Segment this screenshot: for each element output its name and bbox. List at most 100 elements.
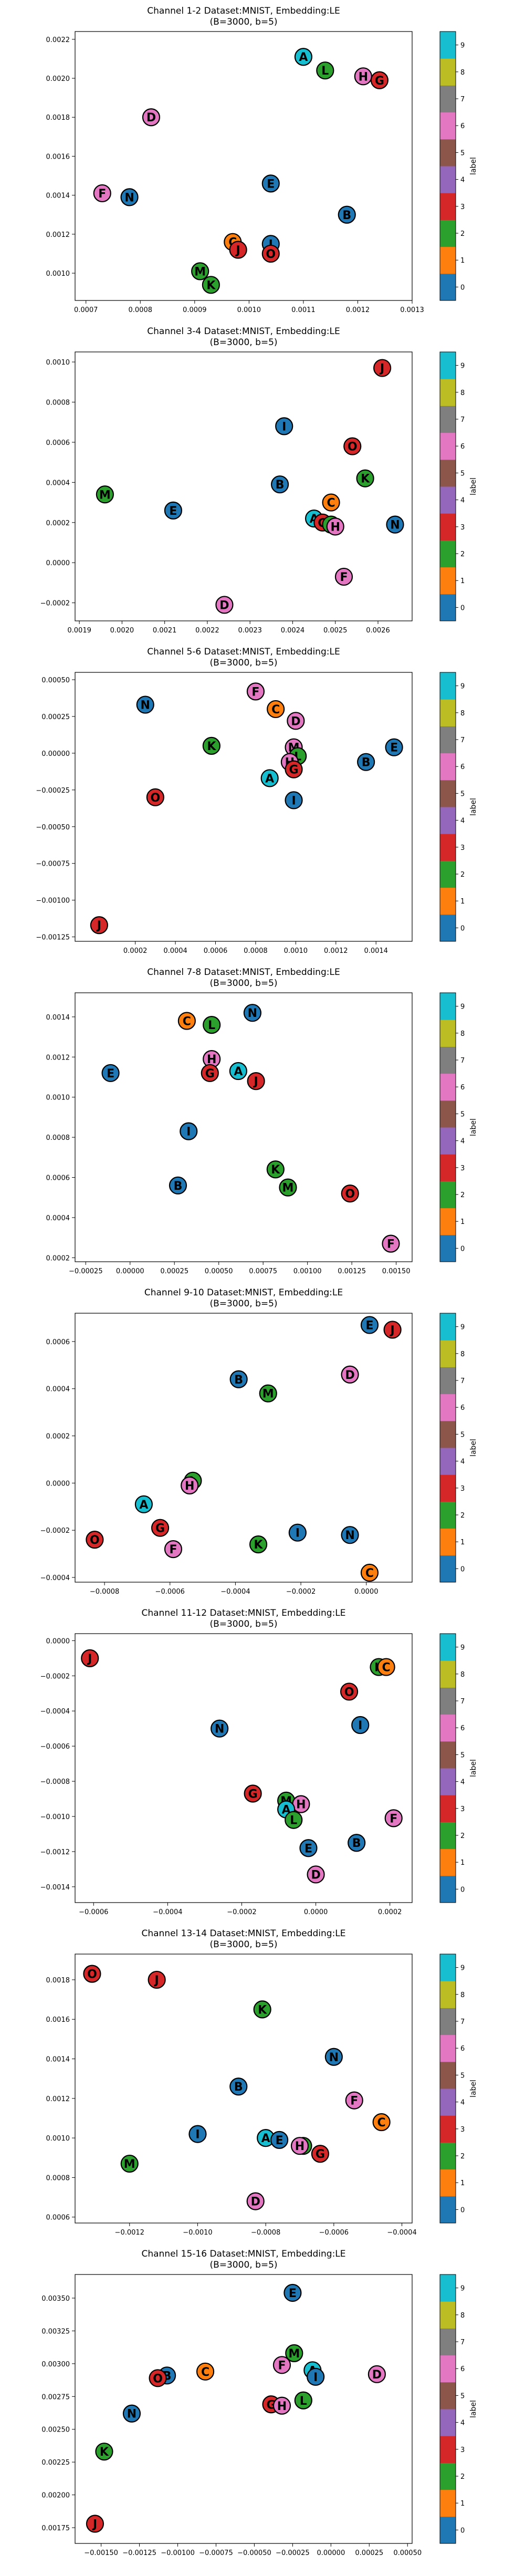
chart-subtitle: (B=3000, b=5) xyxy=(209,1299,277,1309)
data-point-label: J xyxy=(390,1324,395,1337)
data-point-marker xyxy=(95,2443,113,2461)
y-tick-label: −0.0002 xyxy=(40,1673,70,1680)
chart-title: Channel 11-12 Dataset:MNIST, Embedding:L… xyxy=(141,1608,345,1618)
x-tick-label: 0.00000 xyxy=(116,1268,144,1275)
data-point-A: A xyxy=(294,48,313,66)
data-point-B: B xyxy=(229,1370,248,1388)
data-point-marker xyxy=(146,788,164,806)
colorbar-segment-9 xyxy=(440,993,456,1020)
data-point-label: H xyxy=(296,1799,306,1812)
colorbar-tick-label: 2 xyxy=(460,2153,465,2160)
data-point-label: N xyxy=(390,519,400,532)
data-point-marker xyxy=(290,2137,309,2155)
data-point-K: K xyxy=(202,736,220,755)
y-tick-label: 0.0004 xyxy=(46,1214,70,1222)
colorbar-segment-6 xyxy=(440,1714,456,1742)
colorbar-segment-0 xyxy=(440,2516,456,2544)
colorbar-segment-7 xyxy=(440,406,456,433)
data-point-label: K xyxy=(258,2003,267,2017)
x-tick-label: −0.0006 xyxy=(319,2229,349,2237)
axes-frame xyxy=(75,992,413,1262)
data-point-marker xyxy=(299,1839,318,1857)
colorbar-tick-label: 6 xyxy=(460,1404,465,1412)
colorbar-tick-label: 5 xyxy=(460,2392,465,2400)
data-point-marker xyxy=(90,916,108,934)
colorbar-frame xyxy=(439,31,456,301)
x-tick-label: 0.0004 xyxy=(163,947,187,955)
data-point-marker xyxy=(96,485,114,504)
x-tick-label: 0.0009 xyxy=(183,306,207,314)
colorbar-tick-label: 2 xyxy=(460,230,465,238)
y-tick-label: 0.0012 xyxy=(46,2095,70,2103)
colorbar-tick-label: 2 xyxy=(460,871,465,879)
data-point-C: C xyxy=(322,493,340,512)
x-tick-label: −0.0006 xyxy=(79,1908,108,1916)
chart-subtitle: (B=3000, b=5) xyxy=(209,337,277,348)
data-point-marker xyxy=(324,2048,343,2066)
data-point-O: O xyxy=(149,2369,167,2387)
colorbar-tick-label: 4 xyxy=(460,2419,465,2427)
x-tick-label: 0.00075 xyxy=(249,1268,277,1275)
y-tick-label: −0.0008 xyxy=(40,1778,70,1786)
data-point-marker xyxy=(288,1523,307,1542)
data-point-N: N xyxy=(341,1526,359,1544)
data-point-marker xyxy=(368,2365,386,2383)
colorbar-segment-3 xyxy=(440,2115,456,2143)
colorbar-segment-8 xyxy=(440,1020,456,1047)
y-tick-label: 0.00200 xyxy=(41,2492,70,2500)
data-point-label: C xyxy=(382,1661,391,1675)
data-point-marker xyxy=(341,1526,359,1544)
data-point-N: N xyxy=(211,1719,229,1738)
y-tick-label: 0.00275 xyxy=(41,2393,70,2401)
colorbar-tick-label: 2 xyxy=(460,550,465,558)
data-point-label: K xyxy=(271,1164,280,1177)
data-point-B: B xyxy=(357,753,375,771)
data-point-label: G xyxy=(375,75,384,88)
colorbar-tick-label: 2 xyxy=(460,2473,465,2481)
data-point-label: B xyxy=(276,479,285,492)
data-point-E: E xyxy=(164,501,183,520)
data-point-K: K xyxy=(249,1535,268,1554)
y-tick-label: −0.0002 xyxy=(40,600,70,608)
colorbar-tick-label: 9 xyxy=(460,1003,465,1011)
data-point-marker xyxy=(384,1809,403,1827)
data-point-marker xyxy=(120,2154,139,2173)
colorbar-tick-label: 0 xyxy=(460,284,465,292)
data-point-marker xyxy=(383,1321,402,1339)
data-point-label: B xyxy=(352,1837,361,1850)
data-point-label: N xyxy=(345,1529,354,1542)
data-point-marker xyxy=(134,1495,153,1513)
y-tick-label: 0.0016 xyxy=(46,2016,70,2024)
y-tick-label: 0.0020 xyxy=(46,75,70,83)
axes-frame xyxy=(75,351,413,621)
colorbar-tick-label: 9 xyxy=(460,2285,465,2293)
colorbar-frame xyxy=(439,1313,456,1583)
colorbar-tick-label: 7 xyxy=(460,2018,465,2026)
colorbar-tick-label: 2 xyxy=(460,1512,465,1520)
y-tick-label: 0.0008 xyxy=(46,1134,70,1142)
y-tick-label: 0.0010 xyxy=(46,1094,70,1102)
colorbar-segment-4 xyxy=(440,2089,456,2116)
colorbar-segment-2 xyxy=(440,540,456,568)
data-point-F: F xyxy=(164,1540,183,1559)
data-point-label: J xyxy=(87,1653,92,1666)
data-point-F: F xyxy=(334,567,353,586)
data-point-marker xyxy=(202,736,220,755)
data-point-C: C xyxy=(177,1012,196,1030)
colorbar-segment-9 xyxy=(440,672,456,700)
data-point-marker xyxy=(215,596,234,614)
colorbar-tick-label: 5 xyxy=(460,1431,465,1439)
colorbar-tick-label: 1 xyxy=(460,577,465,585)
colorbar-tick-label: 4 xyxy=(460,1138,465,1146)
data-point-O: O xyxy=(343,437,362,455)
data-point-label: O xyxy=(348,441,358,454)
colorbar-segment-2 xyxy=(440,220,456,247)
data-point-marker xyxy=(279,1178,297,1197)
data-point-label: D xyxy=(146,111,156,124)
y-tick-label: −0.0012 xyxy=(40,1848,70,1856)
data-point-D: D xyxy=(246,2192,265,2210)
chart-title: Channel 15-16 Dataset:MNIST, Embedding:L… xyxy=(141,2249,345,2259)
y-tick-label: −0.00075 xyxy=(36,860,70,868)
y-tick-label: 0.00325 xyxy=(41,2328,70,2335)
data-point-F: F xyxy=(272,2356,291,2374)
